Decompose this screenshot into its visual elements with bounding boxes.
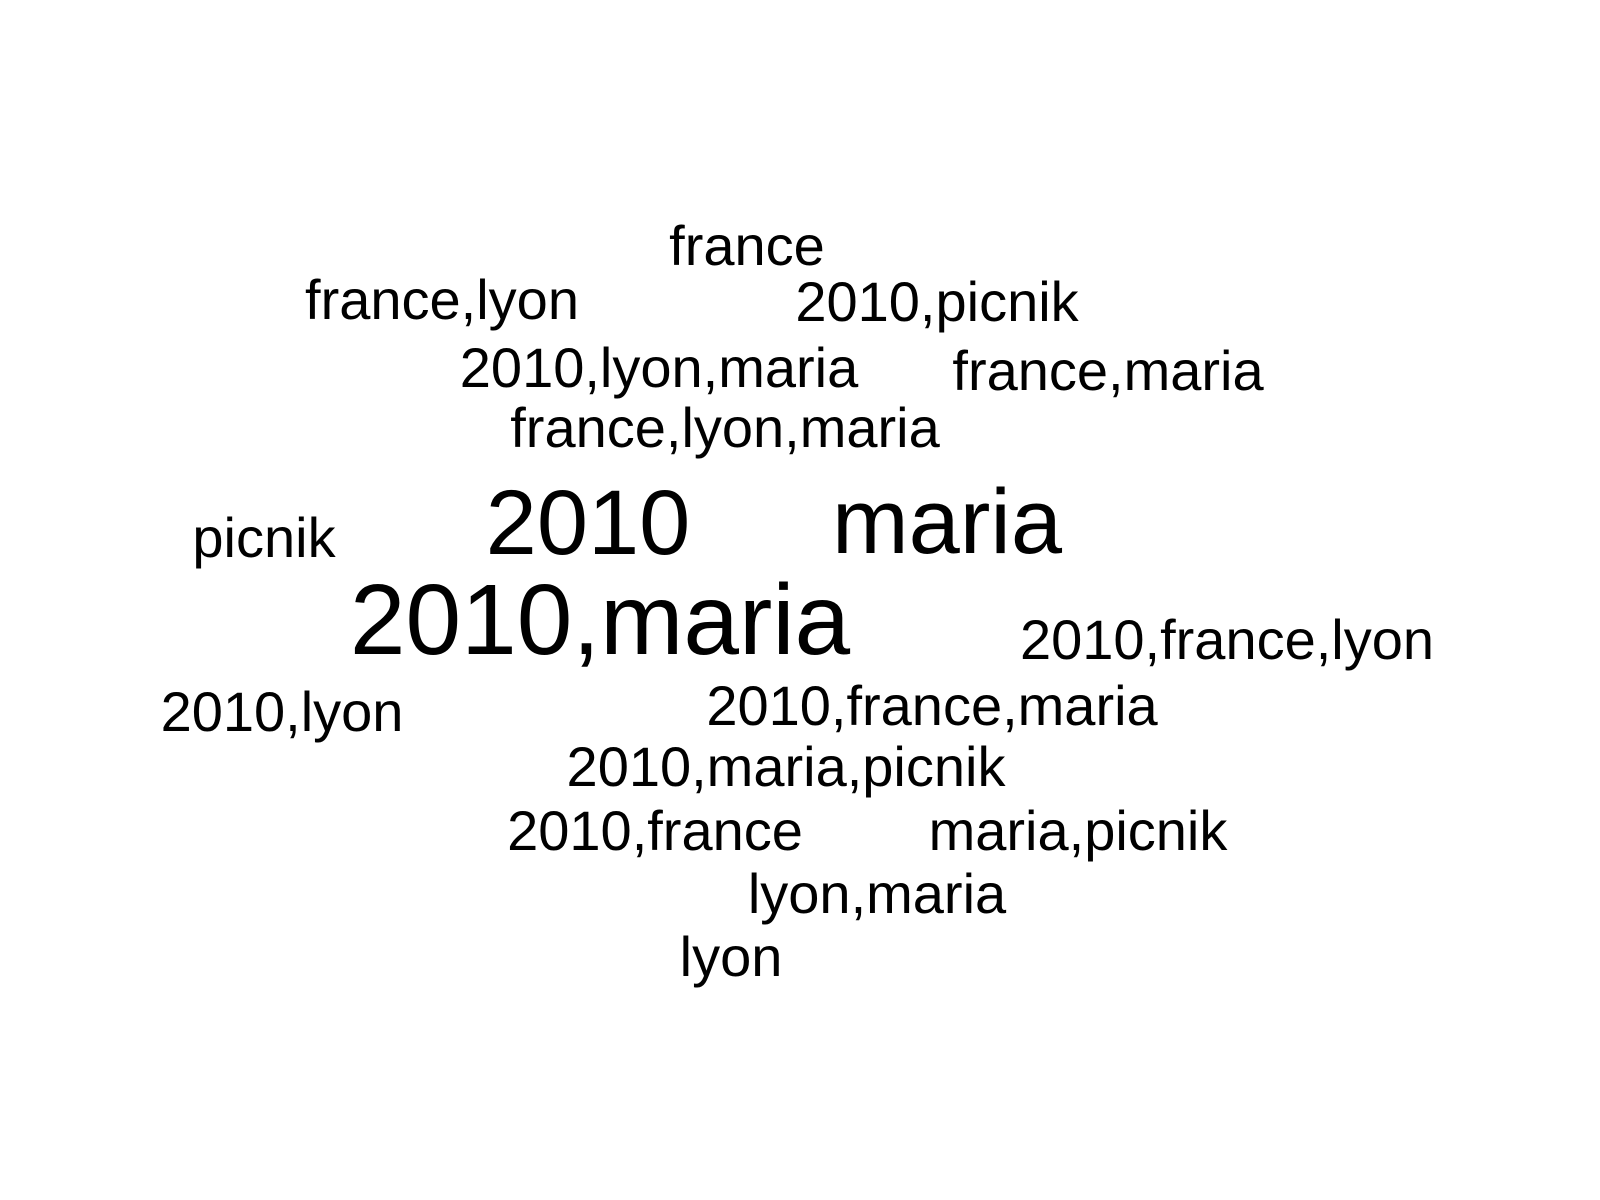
word-picnik: picnik [192, 506, 336, 569]
word-2010-maria-picnik: 2010,maria,picnik [566, 735, 1006, 798]
word-2010-lyon: 2010,lyon [160, 680, 404, 743]
word-lyon-maria: lyon,maria [747, 862, 1007, 925]
word-maria: maria [831, 471, 1063, 573]
word-2010-france-lyon: 2010,france,lyon [1019, 608, 1435, 671]
word-2010-lyon-maria: 2010,lyon,maria [459, 336, 859, 399]
word-2010-maria: 2010,maria [349, 564, 851, 676]
word-2010-france-maria: 2010,france,maria [706, 674, 1158, 737]
word-france-lyon: france,lyon [305, 268, 579, 331]
word-2010-france: 2010,france [507, 799, 803, 862]
word-2010: 2010 [485, 472, 691, 574]
word-maria-picnik: maria,picnik [928, 799, 1228, 862]
word-france-lyon-maria: france,lyon,maria [510, 396, 940, 459]
word-lyon: lyon [679, 925, 783, 988]
word-2010-picnik: 2010,picnik [795, 270, 1079, 333]
word-france: france [669, 214, 825, 277]
word-france-maria: france,maria [952, 339, 1264, 402]
